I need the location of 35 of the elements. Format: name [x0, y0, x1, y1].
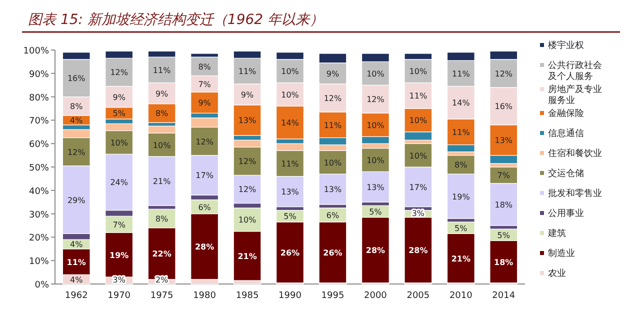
x-tick-label: 1970 — [108, 291, 131, 301]
y-tick-label: 90% — [28, 70, 50, 80]
y-tick-label: 10% — [28, 257, 50, 268]
legend-label: 住宿和餐饮业 — [548, 148, 602, 159]
legend-label: 公用事业 — [548, 208, 584, 219]
y-tick-label: 100% — [23, 46, 50, 56]
y-tick-label: 30% — [28, 210, 50, 220]
legend-label: 制造业 — [548, 248, 575, 259]
legend-label: 房地产及专业服务业 — [548, 84, 602, 106]
legend-label: 楼宇业权 — [548, 40, 584, 51]
y-tick-label: 80% — [28, 93, 50, 104]
legend-label: 公共行政社会及个人服务 — [548, 60, 602, 82]
x-tick-label: 1985 — [236, 291, 259, 301]
x-tick-label: 2014 — [492, 291, 516, 301]
legend-label: 农业 — [548, 268, 566, 279]
legend-label: 金融保险 — [548, 108, 584, 119]
legend-label: 批发和零售业 — [548, 188, 602, 199]
x-tick-label: 2010 — [449, 291, 473, 301]
y-tick-label: 40% — [28, 186, 50, 197]
x-tick-label: 1990 — [278, 291, 302, 301]
y-tick-label: 70% — [28, 116, 50, 127]
y-tick-label: 20% — [28, 234, 50, 244]
x-tick-label: 2000 — [364, 291, 388, 301]
legend-label: 建筑 — [547, 228, 566, 239]
legend-label: 交运仓储 — [548, 168, 584, 179]
x-tick-label: 1980 — [193, 291, 216, 301]
y-tick-label: 50% — [28, 164, 50, 174]
y-tick-label: 60% — [28, 140, 50, 150]
x-tick-label: 2005 — [406, 291, 430, 301]
chart-title: 图表 15: 新加坡经济结构变迁（1962 年以来） — [28, 12, 324, 28]
x-tick-label: 1975 — [150, 291, 174, 301]
legend-label: 信息通信 — [548, 128, 584, 139]
x-tick-label: 1995 — [321, 291, 344, 301]
x-tick-label: 1962 — [64, 291, 88, 301]
y-tick-label: 0% — [34, 280, 50, 290]
